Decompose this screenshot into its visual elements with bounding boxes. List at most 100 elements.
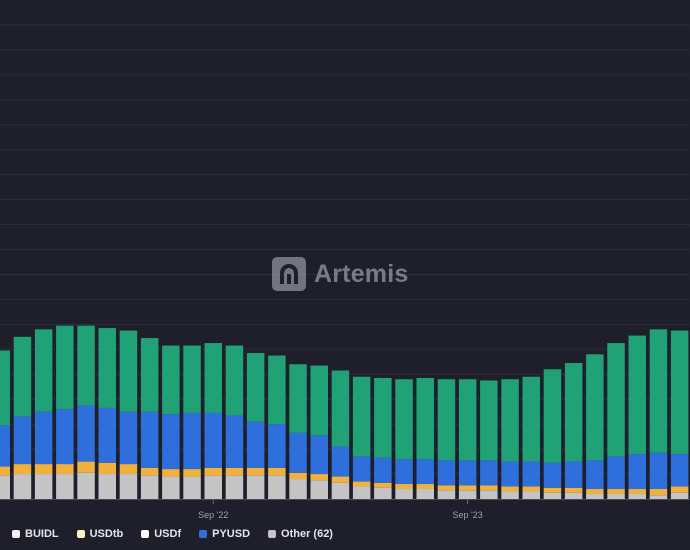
bar-green-8[interactable] (162, 345, 180, 415)
bar-other-5[interactable] (98, 474, 117, 499)
bar-blue-3[interactable] (56, 409, 74, 465)
bar-green-3[interactable] (56, 325, 74, 410)
bar-blue-18[interactable] (374, 457, 392, 483)
bar-other-14[interactable] (289, 479, 307, 499)
bar-other-2[interactable] (34, 474, 53, 499)
bar-blue-0[interactable] (0, 425, 10, 467)
bar-blue-4[interactable] (77, 405, 95, 462)
bar-green-12[interactable] (246, 353, 265, 422)
bar-blue-23[interactable] (480, 460, 498, 486)
bar-other-27[interactable] (564, 492, 583, 499)
bar-orange-7[interactable] (140, 467, 159, 476)
bar-orange-25[interactable] (522, 486, 541, 492)
bar-blue-17[interactable] (352, 456, 371, 482)
bar-other-25[interactable] (522, 491, 541, 499)
bar-green-27[interactable] (564, 363, 583, 462)
bar-green-0[interactable] (0, 350, 10, 426)
bar-green-18[interactable] (374, 377, 392, 458)
bar-orange-0[interactable] (0, 466, 10, 476)
bar-green-1[interactable] (13, 336, 32, 417)
bar-blue-9[interactable] (183, 412, 201, 470)
bar-other-0[interactable] (0, 475, 10, 499)
bar-other-11[interactable] (225, 475, 244, 499)
bar-orange-23[interactable] (480, 485, 498, 491)
bar-orange-24[interactable] (501, 486, 519, 492)
bar-green-22[interactable] (458, 379, 477, 461)
bar-blue-25[interactable] (522, 461, 541, 487)
bar-other-16[interactable] (331, 482, 350, 499)
bar-green-10[interactable] (204, 343, 223, 413)
bar-other-20[interactable] (416, 489, 435, 499)
bar-blue-13[interactable] (268, 424, 286, 468)
bar-green-9[interactable] (183, 345, 201, 413)
bar-other-32[interactable] (670, 492, 689, 499)
bar-blue-27[interactable] (564, 461, 583, 488)
bar-other-4[interactable] (77, 472, 95, 499)
bar-orange-17[interactable] (352, 481, 371, 487)
bar-other-8[interactable] (162, 476, 180, 499)
bar-green-5[interactable] (98, 328, 117, 408)
bar-other-21[interactable] (437, 490, 456, 499)
bar-green-19[interactable] (395, 379, 413, 460)
bar-blue-30[interactable] (628, 454, 647, 490)
bar-green-30[interactable] (628, 335, 647, 455)
bar-other-13[interactable] (268, 475, 286, 499)
bar-orange-28[interactable] (586, 489, 604, 495)
bar-other-29[interactable] (607, 494, 625, 499)
bar-orange-2[interactable] (34, 464, 53, 475)
bar-orange-20[interactable] (416, 484, 435, 490)
bar-green-32[interactable] (670, 330, 689, 455)
bar-orange-21[interactable] (437, 485, 456, 491)
bar-orange-29[interactable] (607, 489, 625, 495)
bar-green-13[interactable] (268, 355, 286, 425)
bar-green-25[interactable] (522, 376, 541, 462)
bar-green-7[interactable] (140, 338, 159, 412)
bar-orange-27[interactable] (564, 487, 583, 493)
bar-orange-19[interactable] (395, 484, 413, 490)
bar-orange-9[interactable] (183, 469, 201, 477)
bar-other-17[interactable] (352, 486, 371, 499)
bar-other-22[interactable] (458, 490, 477, 499)
bar-green-29[interactable] (607, 343, 625, 457)
bar-orange-30[interactable] (628, 489, 647, 495)
bar-other-26[interactable] (543, 492, 562, 499)
bar-orange-15[interactable] (310, 474, 329, 481)
bar-orange-5[interactable] (98, 462, 117, 475)
bar-orange-31[interactable] (649, 489, 668, 496)
legend-item-usdtb[interactable]: USDtb (76, 528, 123, 540)
bar-other-15[interactable] (310, 480, 329, 499)
bar-other-19[interactable] (395, 489, 413, 499)
bar-green-26[interactable] (543, 369, 562, 463)
bar-blue-29[interactable] (607, 456, 625, 490)
bar-green-17[interactable] (352, 376, 371, 457)
bar-green-6[interactable] (119, 330, 138, 412)
bar-blue-5[interactable] (98, 407, 117, 463)
bar-orange-22[interactable] (458, 485, 477, 491)
bar-orange-18[interactable] (374, 482, 392, 488)
bar-green-31[interactable] (649, 329, 668, 453)
bar-green-16[interactable] (331, 370, 350, 447)
bar-green-20[interactable] (416, 377, 435, 460)
bar-other-7[interactable] (140, 475, 159, 499)
bar-other-9[interactable] (183, 476, 201, 499)
bar-blue-14[interactable] (289, 432, 307, 473)
bar-blue-6[interactable] (119, 411, 138, 465)
bar-orange-13[interactable] (268, 467, 286, 476)
legend-item-pyusd[interactable]: PYUSD (199, 528, 250, 540)
bar-green-24[interactable] (501, 379, 519, 462)
bar-other-12[interactable] (246, 475, 265, 499)
bar-blue-11[interactable] (225, 415, 244, 468)
bar-green-15[interactable] (310, 365, 329, 436)
bar-other-1[interactable] (13, 474, 32, 499)
bar-orange-12[interactable] (246, 467, 265, 476)
bar-other-18[interactable] (374, 487, 392, 499)
bar-blue-24[interactable] (501, 461, 519, 487)
bar-green-23[interactable] (480, 380, 498, 461)
legend-item-buidl[interactable]: BUIDL (12, 528, 59, 540)
bar-blue-7[interactable] (140, 411, 159, 468)
bar-blue-26[interactable] (543, 462, 562, 488)
bar-blue-8[interactable] (162, 414, 180, 470)
bar-other-6[interactable] (119, 474, 138, 499)
legend-item-other-62[interactable]: Other (62) (268, 528, 333, 540)
bar-green-28[interactable] (586, 354, 604, 461)
